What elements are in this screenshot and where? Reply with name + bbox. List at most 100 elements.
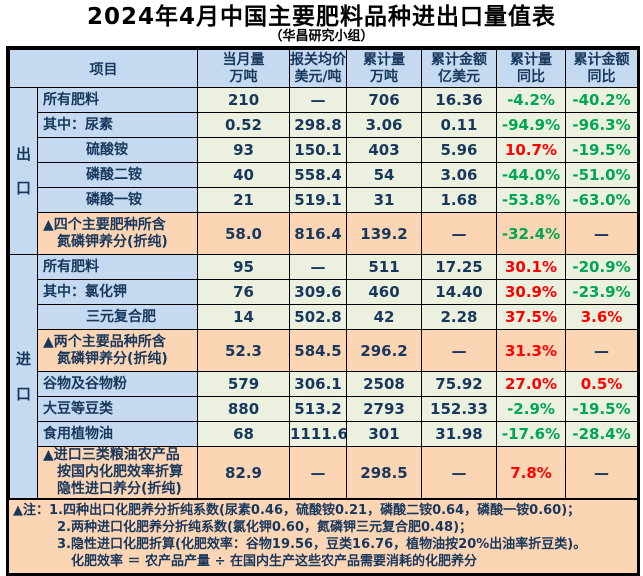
note-line: 2.两种进口化肥养分折纯系数(氯化钾0.60，氮磷钾三元复合肥0.48)； — [57, 520, 473, 535]
row-label: 硫酸铵 — [37, 137, 198, 163]
cell-yoy: — — [565, 329, 638, 372]
table-row: 磷酸二铵 40 558.4 54 3.06 -44.0% -51.0% — [10, 162, 638, 188]
cell-yoy: -4.2% — [496, 87, 566, 113]
row-label: 三元复合肥 — [37, 304, 198, 330]
table-row: 进口 所有肥料 95 — 511 17.25 30.1% -20.9% — [9, 254, 638, 499]
cell-value: — — [421, 446, 497, 499]
cell-value: 706 — [346, 87, 422, 113]
cell-yoy: -28.4% — [565, 421, 638, 447]
note-line: 化肥效率 ＝ 农产品产量 ÷ 在国内生产这些农产品需要消耗的化肥养分 — [71, 554, 477, 569]
note-line: ▲注：1.四种出口化肥养分折纯系数(尿素0.46，硫酸铵0.21，磷酸二铵0.6… — [13, 503, 581, 518]
cell-value: 54 — [346, 162, 422, 188]
cell-value: 0.11 — [421, 112, 497, 138]
cell-value: 460 — [346, 279, 422, 305]
cell-yoy: 37.5% — [496, 304, 566, 330]
cell-yoy: -94.9% — [496, 112, 566, 138]
row-label: 磷酸二铵 — [37, 162, 198, 188]
cell-value: 513.2 — [289, 396, 347, 422]
cell-value: 306.1 — [289, 371, 347, 397]
note-line: 3.隐性进口化肥折算(化肥效率：谷物19.56，豆类16.76，植物油按20%出… — [57, 537, 587, 552]
cell-value: 519.1 — [289, 187, 347, 213]
row-label: 其中：氯化钾 — [37, 279, 198, 305]
table-row-summary: ▲两个主要品种所含 氮磷钾养分(折纯) 52.3 584.5 296.2 — 31… — [10, 329, 638, 372]
cell-value: 1111.6 — [289, 421, 347, 447]
cell-value: 152.33 — [421, 396, 497, 422]
cell-value: 82.9 — [197, 446, 290, 499]
row-label: ▲四个主要肥种所含 氮磷钾养分(折纯) — [37, 212, 198, 255]
cell-yoy: 7.8% — [496, 446, 566, 499]
row-label: 所有肥料 — [37, 87, 198, 113]
row-label: 谷物及谷物粉 — [37, 371, 198, 397]
cell-value: 558.4 — [289, 162, 347, 188]
cell-value: 584.5 — [289, 329, 347, 372]
cell-yoy: -63.0% — [565, 187, 638, 213]
table-row-summary: ▲进口三类粮油农产品 按国内化肥效率折算 隐性进口养分(折纯) 82.9 — 298… — [10, 446, 638, 499]
cell-value: 31.98 — [421, 421, 497, 447]
col-header-cumulative-value: 累计金额 亿美元 — [421, 49, 497, 88]
section-label-export: 出口 — [9, 87, 38, 255]
fertilizer-trade-table: 项目 当月量 万吨 报关均价 美元/吨 累计量 万吨 累计金额 亿美元 累计量 同比 累计… — [9, 49, 638, 499]
col-header-volume-yoy: 累计量 同比 — [496, 49, 566, 88]
cell-value: 298.5 — [346, 446, 422, 499]
cell-value: — — [289, 87, 347, 113]
section-label-import: 进口 — [9, 254, 38, 499]
row-label: ▲两个主要品种所含 氮磷钾养分(折纯) — [37, 329, 198, 372]
cell-value: 0.52 — [197, 112, 290, 138]
cell-value: 1.68 — [421, 187, 497, 213]
cell-value: 76 — [197, 279, 290, 305]
table-row: 大豆等豆类 880 513.2 2793 152.33 -2.9% -19.5% — [10, 396, 638, 422]
cell-yoy: -2.9% — [496, 396, 566, 422]
row-label: 大豆等豆类 — [37, 396, 198, 422]
table-row: 其中：氯化钾 76 309.6 460 14.40 30.9% -23.9% — [10, 279, 638, 305]
table-row: 硫酸铵 93 150.1 403 5.96 10.7% -19.5% — [10, 137, 638, 163]
cell-value: 816.4 — [289, 212, 347, 255]
cell-value: 40 — [197, 162, 290, 188]
table-frame: 项目 当月量 万吨 报关均价 美元/吨 累计量 万吨 累计金额 亿美元 累计量 同比 累计… — [6, 46, 640, 576]
cell-yoy: — — [565, 212, 638, 255]
cell-value: 2508 — [346, 371, 422, 397]
cell-yoy: 27.0% — [496, 371, 566, 397]
cell-value: 301 — [346, 421, 422, 447]
cell-value: 403 — [346, 137, 422, 163]
cell-value: 5.96 — [421, 137, 497, 163]
cell-yoy: — — [565, 446, 638, 499]
footnotes: ▲注：1.四种出口化肥养分折纯系数(尿素0.46，硫酸铵0.21，磷酸二铵0.6… — [9, 499, 637, 573]
page-subtitle: （华昌研究小组） — [269, 29, 374, 44]
table-row: 三元复合肥 14 502.8 42 2.28 37.5% 3.6% — [10, 304, 638, 330]
cell-value: 14 — [197, 304, 290, 330]
cell-yoy: -44.0% — [496, 162, 566, 188]
table-row: 磷酸一铵 21 519.1 31 1.68 -53.8% -63.0% — [10, 187, 638, 213]
page-title: 2024年4月中国主要肥料品种进出口量值表 — [86, 4, 557, 30]
cell-value: 95 — [197, 254, 290, 280]
cell-value: 3.06 — [421, 162, 497, 188]
cell-value: 93 — [197, 137, 290, 163]
cell-value: 139.2 — [346, 212, 422, 255]
cell-value: 880 — [197, 396, 290, 422]
cell-value: 210 — [197, 87, 290, 113]
cell-yoy: -51.0% — [565, 162, 638, 188]
cell-value: 3.06 — [346, 112, 422, 138]
cell-value: 58.0 — [197, 212, 290, 255]
col-header-value-yoy: 累计金额 同比 — [565, 49, 638, 88]
cell-value: 31 — [346, 187, 422, 213]
row-label: ▲进口三类粮油农产品 按国内化肥效率折算 隐性进口养分(折纯) — [37, 446, 198, 499]
cell-value: — — [421, 212, 497, 255]
cell-value: 14.40 — [421, 279, 497, 305]
cell-value: — — [421, 329, 497, 372]
cell-value: 2793 — [346, 396, 422, 422]
col-header-avg-price: 报关均价 美元/吨 — [289, 49, 347, 88]
cell-yoy: -96.3% — [565, 112, 638, 138]
cell-value: 52.3 — [197, 329, 290, 372]
cell-value: 150.1 — [289, 137, 347, 163]
table-row: 其中：尿素 0.52 298.8 3.06 0.11 -94.9% -96.3% — [10, 112, 638, 138]
cell-value: 21 — [197, 187, 290, 213]
table-row-summary: ▲四个主要肥种所含 氮磷钾养分(折纯) 58.0 816.4 139.2 — -3… — [10, 212, 638, 255]
row-label: 其中：尿素 — [37, 112, 198, 138]
cell-value: 75.92 — [421, 371, 497, 397]
col-header-cumulative-volume: 累计量 万吨 — [346, 49, 422, 88]
cell-value: — — [289, 254, 347, 280]
cell-yoy: -40.2% — [565, 87, 638, 113]
cell-yoy: -20.9% — [565, 254, 638, 280]
cell-yoy: 31.3% — [496, 329, 566, 372]
col-header-item: 项目 — [9, 49, 198, 88]
